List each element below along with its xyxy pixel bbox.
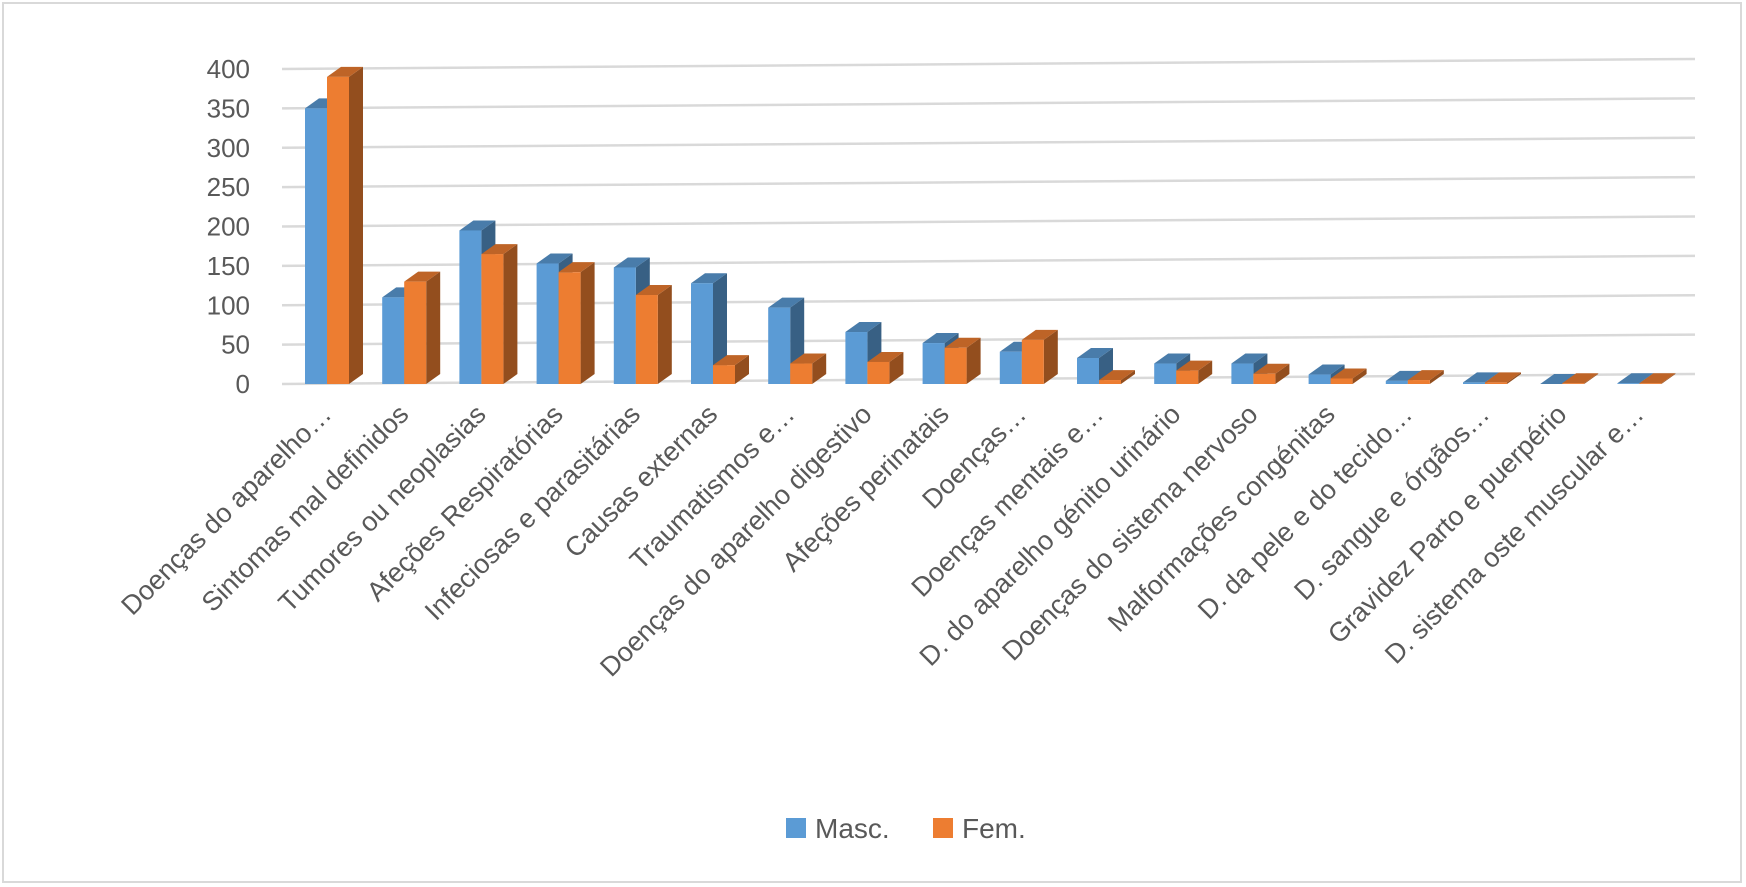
gridline xyxy=(281,254,1696,268)
bar-fem xyxy=(1253,363,1290,384)
gridline xyxy=(281,175,1696,189)
bar-fem xyxy=(1562,373,1599,384)
bar-fem xyxy=(327,66,363,384)
y-tick-label: 50 xyxy=(221,330,250,360)
legend-label-masc: Masc. xyxy=(815,813,890,844)
legend-label-fem: Fem. xyxy=(962,813,1026,844)
bar-masc xyxy=(691,273,727,384)
legend-swatch-masc xyxy=(786,818,806,838)
legend: Masc. Fem. xyxy=(786,813,1026,844)
bar-fem xyxy=(1639,373,1676,384)
bar-fem xyxy=(558,262,595,384)
bar-fem xyxy=(790,353,827,384)
y-tick-label: 300 xyxy=(207,133,250,163)
y-axis-ticks: 0 50 100 150 200 250 300 350 400 xyxy=(207,54,250,399)
gridlines xyxy=(281,57,1696,386)
gridline xyxy=(281,294,1696,307)
bar-fem xyxy=(713,355,749,384)
gridline xyxy=(281,97,1696,110)
gridline xyxy=(281,57,1696,71)
bar-fem xyxy=(481,244,518,384)
y-tick-label: 150 xyxy=(207,251,250,281)
bar-fem xyxy=(404,271,441,384)
gridline xyxy=(281,136,1696,149)
bar-fem xyxy=(1407,370,1444,384)
bar-fem xyxy=(1021,329,1058,384)
y-tick-label: 350 xyxy=(207,93,250,123)
y-tick-label: 100 xyxy=(207,290,250,320)
bar-fem xyxy=(867,351,904,384)
x-axis-labels: Doenças do aparelho…Sintomas mal definid… xyxy=(115,399,1649,682)
y-tick-label: 200 xyxy=(207,212,250,242)
bar-masc xyxy=(1540,374,1577,384)
y-tick-label: 400 xyxy=(207,54,250,84)
gridline xyxy=(281,372,1696,386)
legend-swatch-fem xyxy=(933,818,953,838)
bar-masc xyxy=(1077,348,1113,384)
gridline xyxy=(281,215,1696,228)
bar-fem xyxy=(1176,360,1213,384)
bar-fem xyxy=(944,337,981,384)
y-tick-label: 250 xyxy=(207,172,250,202)
bar-fem xyxy=(635,285,672,384)
bar-fem xyxy=(1330,368,1367,384)
gridline xyxy=(281,333,1696,346)
y-tick-label: 0 xyxy=(236,369,250,399)
bar-fem xyxy=(1485,372,1521,384)
bar-fem xyxy=(1099,370,1135,384)
bars xyxy=(305,66,1676,384)
